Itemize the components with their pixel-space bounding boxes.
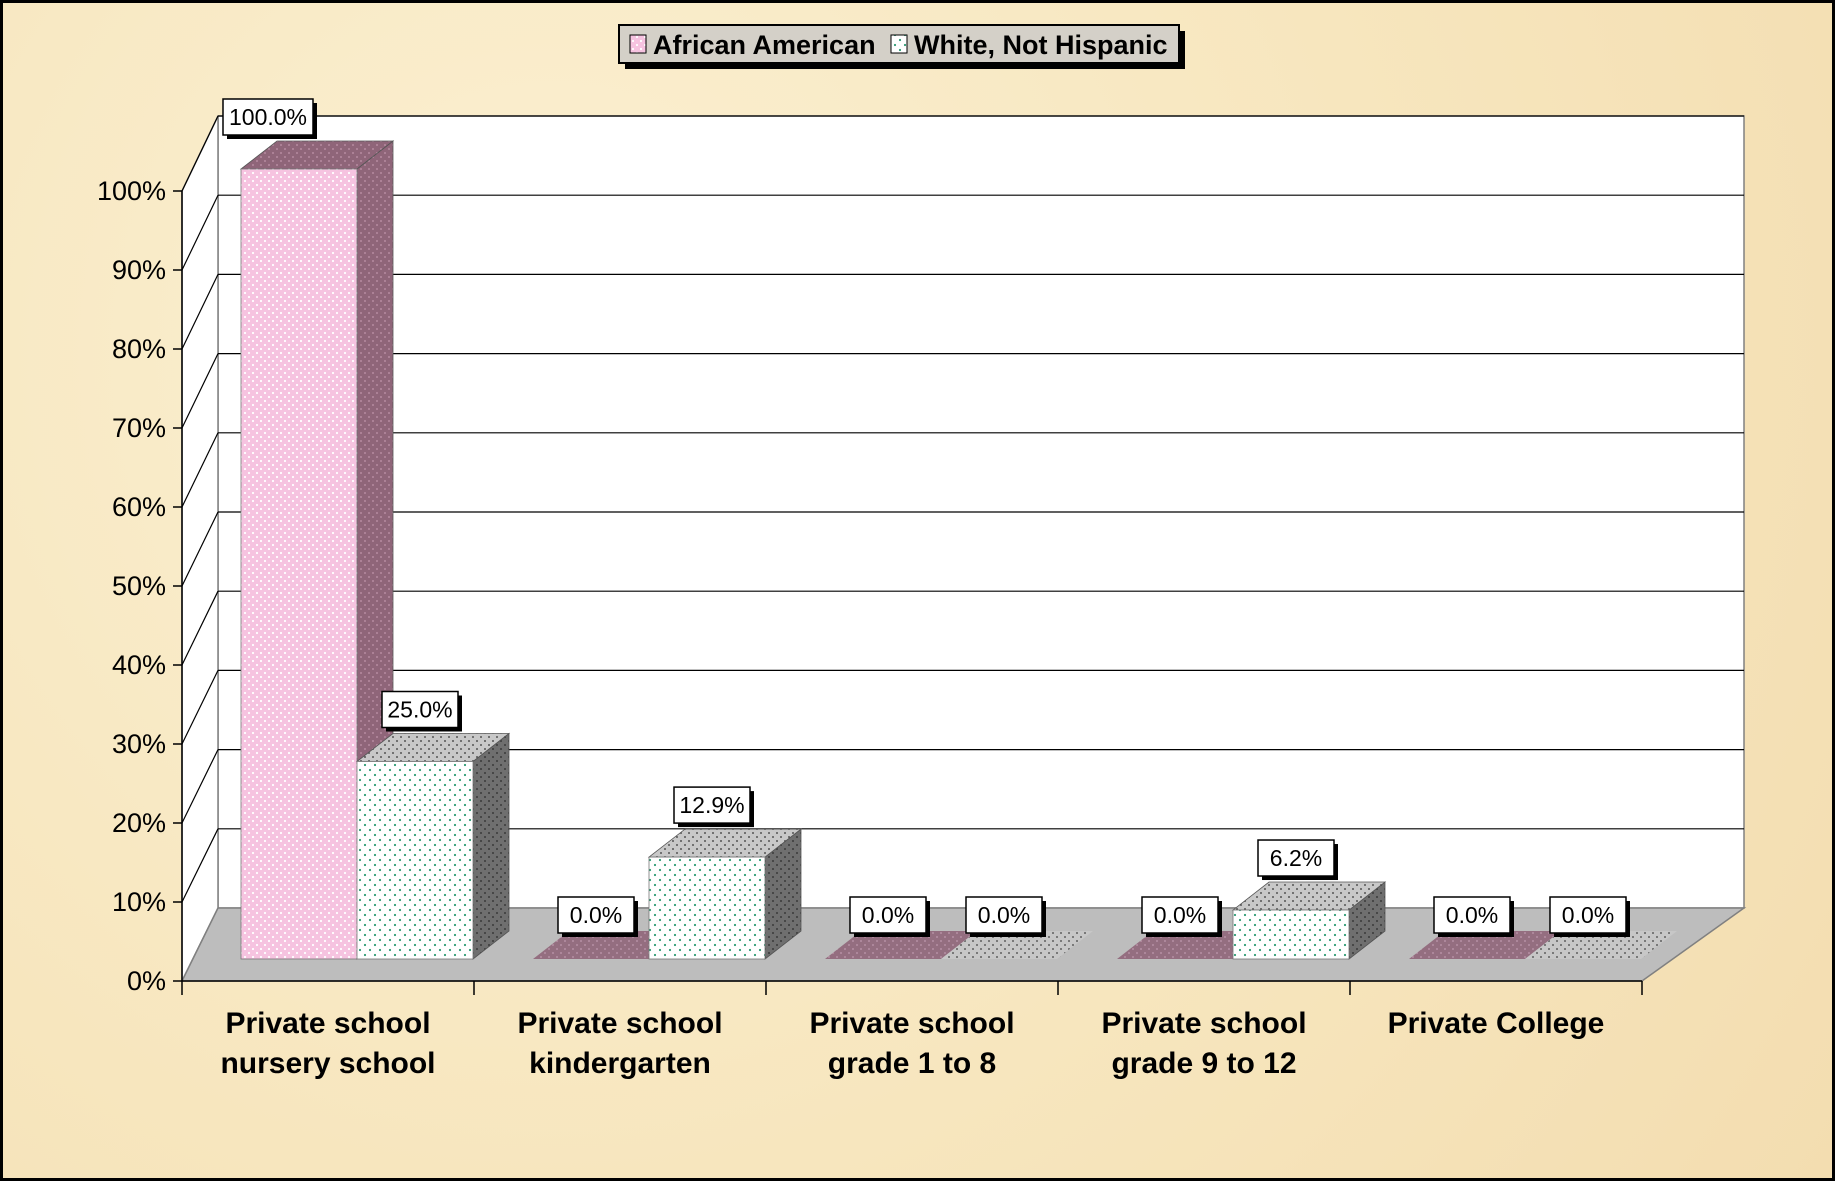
data-label-white-not-hispanic-0: 25.0% [381, 690, 462, 732]
bar-white-not-hispanic-1 [647, 828, 803, 960]
legend-label-african-american: African American [653, 30, 876, 60]
y-tick-label: 10% [112, 887, 166, 917]
gridline-diagonal [181, 115, 219, 192]
y-tick-label: 60% [112, 492, 166, 522]
bar-african-american-2 [825, 931, 977, 959]
gridline-diagonal [181, 194, 219, 271]
x-category-label-0: Private school nursery school [220, 1007, 435, 1080]
gridline-diagonal [181, 670, 219, 745]
data-label-white-not-hispanic-3: 6.2% [1257, 839, 1338, 881]
x-axis-categories: Private school nursery school Private scho… [181, 981, 1643, 1080]
y-axis-ticks: 0% 10% 20% 30% 40% 50% 60% 70% 80% 90% 100% [97, 176, 182, 996]
svg-text:0.0%: 0.0% [1154, 902, 1206, 928]
bar-african-american-4 [1409, 931, 1561, 959]
svg-text:0.0%: 0.0% [1446, 902, 1498, 928]
svg-text:100.0%: 100.0% [229, 104, 307, 130]
gridline-diagonal [181, 511, 219, 587]
y-tick-label: 70% [112, 413, 166, 443]
y-tick-label: 80% [112, 334, 166, 364]
data-label-white-not-hispanic-4: 0.0% [1549, 896, 1630, 937]
bar-african-american-1 [533, 931, 685, 959]
data-label-white-not-hispanic-2: 0.0% [965, 896, 1046, 937]
svg-text:12.9%: 12.9% [679, 792, 744, 818]
bar-white-not-hispanic-3 [1231, 881, 1387, 960]
data-label-african-american-3: 0.0% [1141, 896, 1222, 937]
legend-swatch-white-not-hispanic [890, 34, 908, 54]
gridline-diagonal [181, 274, 219, 350]
legend-swatch-african-american [629, 34, 647, 54]
data-labels: 100.0% 25.0% 0.0% 12.9% 0.0% 0.0% 0.0% 6.2% 0.0%… [222, 98, 1630, 937]
data-label-african-american-2: 0.0% [849, 896, 930, 937]
bar-white-not-hispanic-2 [941, 931, 1093, 959]
y-tick-label: 30% [112, 729, 166, 759]
svg-text:0.0%: 0.0% [1562, 902, 1614, 928]
legend-label-white-not-hispanic: White, Not Hispanic [914, 30, 1168, 60]
bars [239, 140, 1677, 960]
svg-text:0.0%: 0.0% [978, 902, 1030, 928]
y-tick-label: 50% [112, 571, 166, 601]
svg-text:0.0%: 0.0% [862, 902, 914, 928]
chart-svg: 0% 10% 20% 30% 40% 50% 60% 70% 80% 90% 100% Privat… [97, 24, 1747, 1080]
gridline-diagonal [181, 432, 219, 508]
legend: African American White, Not Hispanic [618, 24, 1185, 69]
gridline-diagonal [181, 590, 219, 666]
x-category-label-2: Private school grade 1 to 8 [809, 1007, 1014, 1080]
y-tick-label: 40% [112, 650, 166, 680]
gridline-diagonal [181, 353, 219, 429]
y-tick-label: 0% [127, 966, 166, 996]
y-tick-label: 90% [112, 255, 166, 285]
svg-text:0.0%: 0.0% [570, 902, 622, 928]
gridline-diagonal [181, 749, 219, 824]
y-tick-label: 20% [112, 808, 166, 838]
svg-text:25.0%: 25.0% [387, 697, 452, 723]
data-label-african-american-4: 0.0% [1433, 896, 1514, 937]
data-label-african-american-1: 0.0% [557, 896, 638, 937]
data-label-white-not-hispanic-1: 12.9% [673, 786, 754, 828]
svg-text:6.2%: 6.2% [1270, 845, 1322, 871]
data-label-african-american-0: 100.0% [222, 98, 317, 139]
bar-white-not-hispanic-4 [1525, 931, 1677, 959]
x-category-label-4: Private College [1388, 1007, 1605, 1040]
bar-white-not-hispanic-0 [355, 732, 511, 960]
y-tick-label: 100% [97, 176, 166, 206]
x-category-label-1: Private school kindergarten [517, 1007, 722, 1080]
gridline-diagonal [181, 828, 219, 903]
bar-african-american-3 [1117, 931, 1269, 959]
x-category-label-3: Private school grade 9 to 12 [1101, 1007, 1306, 1080]
